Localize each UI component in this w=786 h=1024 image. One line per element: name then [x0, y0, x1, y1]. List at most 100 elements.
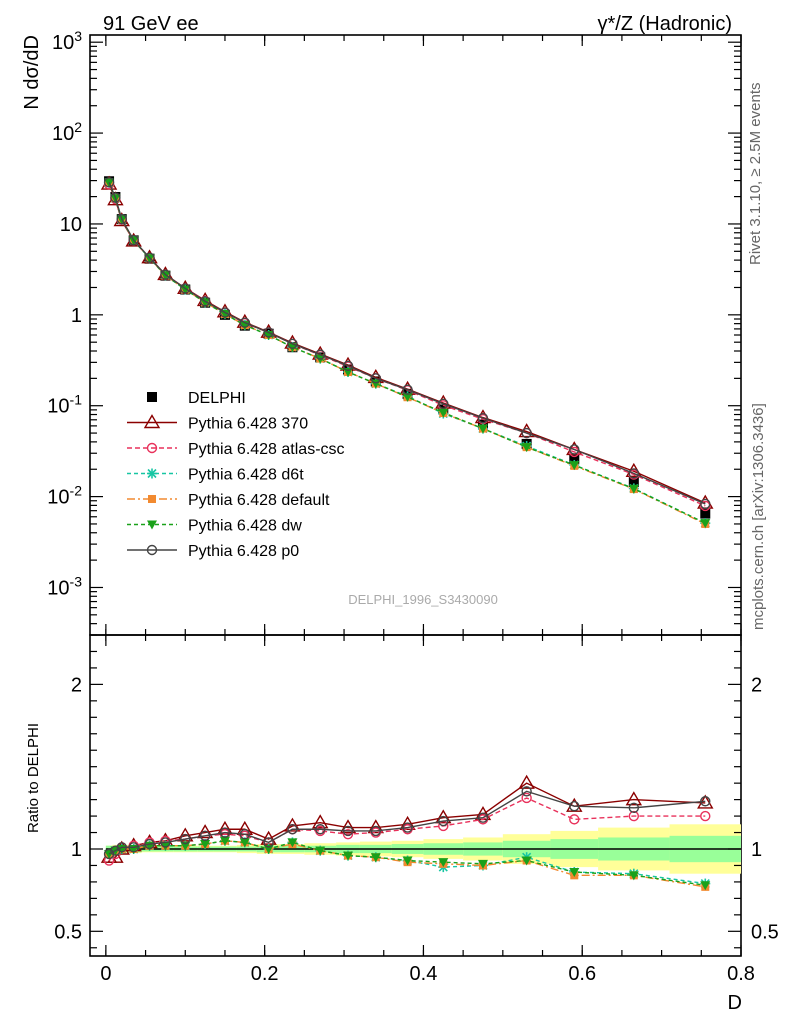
rivet-version-label: Rivet 3.1.10, ≥ 2.5M events — [747, 83, 764, 266]
ratio-y-tick-label-right: 0.5 — [751, 921, 779, 943]
legend-marker-dw — [147, 520, 157, 530]
ratio-point-p0 — [128, 842, 139, 853]
ratio-point-dw — [402, 856, 413, 866]
point-dw — [200, 298, 211, 308]
ratio-point-p0 — [116, 842, 127, 853]
point-p0 — [569, 444, 580, 455]
ratio-point-dw — [569, 868, 580, 878]
legend-marker-p0 — [146, 544, 158, 556]
point-p0 — [628, 468, 640, 479]
point-data — [569, 453, 580, 464]
ratio-point-p370 — [312, 814, 329, 829]
ratio-point-dw — [477, 859, 488, 869]
y-tick-label: 103 — [52, 28, 82, 54]
point-dw — [438, 408, 449, 418]
legend-label-p0: Pythia 6.428 p0 — [188, 543, 299, 560]
main-panel: 10-3 10-2 10-1 1 10 102 103 — [47, 28, 742, 636]
ratio-point-p0 — [700, 796, 711, 807]
ratio-point-dw — [438, 858, 449, 868]
ratio-point-p0 — [263, 837, 274, 848]
legend-marker-p370 — [143, 414, 161, 429]
legend-label-atlascsc: Pythia 6.428 atlas-csc — [188, 441, 345, 458]
x-tick-label: 0.2 — [251, 963, 279, 985]
ratio-point-dw — [343, 851, 354, 861]
ratio-point-p0 — [160, 837, 171, 848]
ratio-point-p0 — [628, 802, 640, 814]
x-tick-label: 0 — [100, 963, 111, 985]
mcplots-label: mcplots.cern.ch [arXiv:1306.3436] — [750, 403, 767, 630]
ratio-point-p0 — [287, 824, 298, 835]
ratio-point-p370 — [284, 817, 301, 832]
ratio-point-dw — [521, 856, 532, 866]
legend-marker-d6t — [147, 468, 157, 479]
y-axis-label: N dσ/dD — [21, 35, 43, 110]
ratio-point-p0 — [569, 801, 580, 812]
point-p0 — [263, 327, 274, 338]
ratio-series-p0 — [103, 786, 711, 860]
point-p0 — [477, 412, 489, 424]
ratio-point-p0 — [110, 845, 121, 856]
ratio-point-dw — [219, 836, 230, 846]
point-p0 — [239, 317, 251, 328]
x-tick-label: 0.4 — [410, 963, 438, 985]
series-atlascsc — [103, 179, 711, 512]
header-right: γ*/Z (Hadronic) — [598, 13, 732, 35]
point-p0 — [116, 213, 127, 225]
x-tick-label: 0.8 — [727, 963, 755, 985]
legend-label-dw: Pythia 6.428 dw — [188, 518, 302, 535]
ratio-point-dw — [700, 881, 711, 891]
point-dw — [521, 443, 532, 453]
legend-marker-atlascsc — [146, 442, 158, 454]
ratio-point-p370 — [625, 791, 643, 806]
y-tick-label: 10 — [60, 214, 82, 236]
ratio-y-tick-label-right: 1 — [751, 839, 762, 861]
point-p0 — [438, 398, 449, 409]
ratio-point-p0 — [342, 825, 354, 837]
point-p0 — [199, 296, 211, 307]
ratio-point-p370 — [196, 824, 214, 839]
point-p0 — [315, 349, 326, 360]
ratio-line-default — [108, 840, 706, 888]
x-tick-label: 0.6 — [568, 963, 596, 985]
series-p370 — [100, 175, 714, 509]
ratio-point-dw — [370, 853, 381, 863]
point-p0 — [103, 177, 115, 188]
ratio-point-atlascsc — [342, 828, 354, 840]
point-dw — [402, 392, 413, 402]
x-axis-label: D — [728, 992, 742, 1014]
ratio-point-dw — [628, 871, 639, 881]
point-data — [628, 476, 639, 487]
ratio-line-p0 — [108, 790, 706, 855]
ratio-y-tick-label-right: 2 — [751, 674, 762, 696]
ratio-point-dw — [239, 838, 250, 848]
ratio-y-axis-label: Ratio to DELPHI — [25, 723, 42, 833]
ratio-y-tick-label: 1 — [71, 839, 82, 861]
ratio-y-tick-label: 2 — [71, 674, 82, 696]
y-tick-label: 1 — [71, 305, 82, 327]
ratio-point-dw — [160, 841, 171, 851]
legend-label-p370: Pythia 6.428 370 — [188, 416, 308, 433]
y-tick-label: 102 — [52, 119, 82, 145]
point-p0 — [144, 252, 155, 263]
legend-marker-default — [148, 495, 156, 503]
legend-label-default: Pythia 6.428 default — [188, 492, 330, 509]
ratio-point-p0 — [219, 827, 231, 838]
point-p0 — [342, 360, 354, 371]
point-p0 — [287, 338, 298, 350]
legend-label-data: DELPHI — [188, 390, 246, 407]
ratio-point-atlascsc — [700, 810, 711, 822]
point-p0 — [160, 269, 171, 280]
point-p0 — [180, 283, 191, 294]
point-p0 — [370, 373, 382, 384]
y-tick-label: 10-1 — [47, 392, 82, 418]
ratio-point-p370 — [435, 809, 452, 824]
ratio-point-atlascsc — [628, 810, 640, 822]
legend-label-d6t: Pythia 6.428 d6t — [188, 467, 304, 484]
ratio-line-p370 — [109, 782, 706, 858]
y-tick-label: 10-2 — [47, 483, 82, 509]
point-dw — [700, 519, 711, 529]
ratio-point-p0 — [144, 838, 155, 850]
point-data — [700, 508, 711, 519]
point-p0 — [521, 427, 532, 439]
